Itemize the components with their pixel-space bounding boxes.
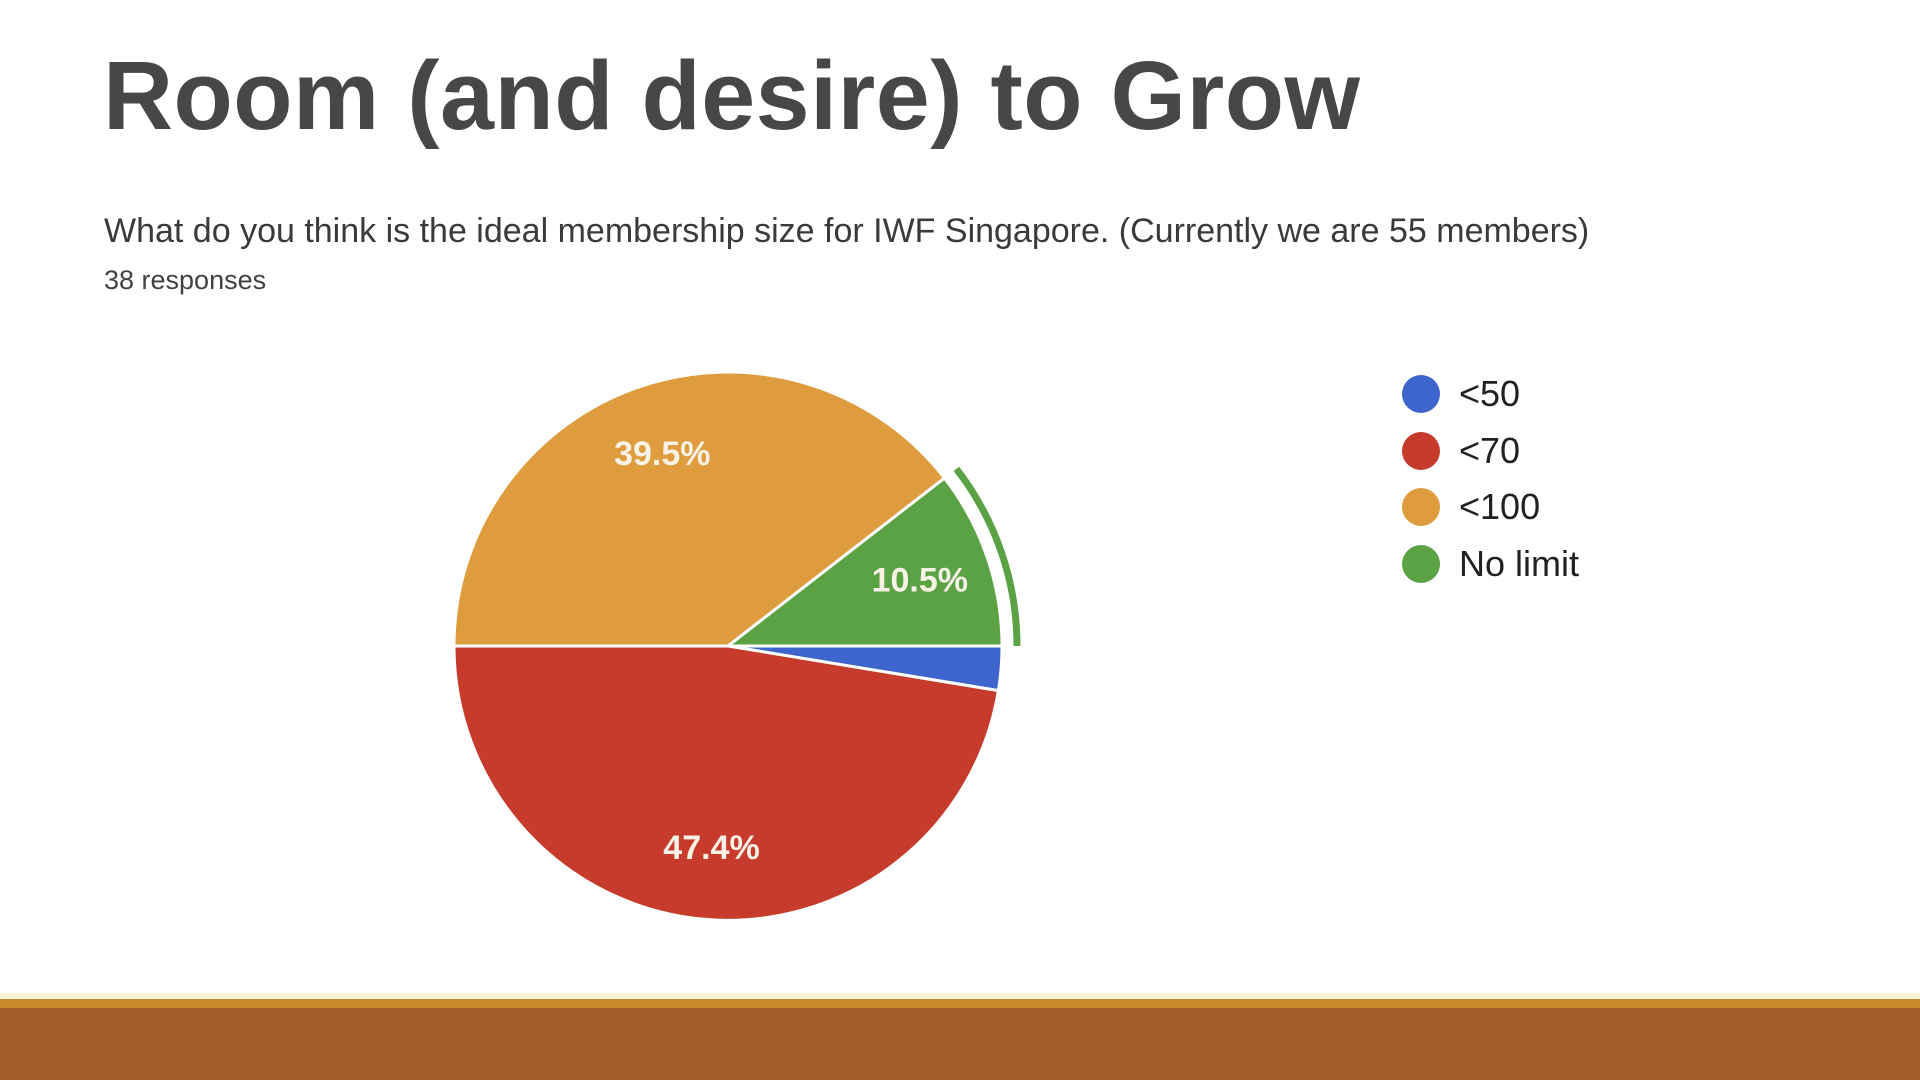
legend-item-lt70: <70 xyxy=(1402,423,1579,480)
pie-slice--70 xyxy=(452,644,1000,922)
legend-item-lt100: <100 xyxy=(1402,479,1579,536)
legend-label: <70 xyxy=(1459,429,1521,471)
legend-dot-icon xyxy=(1402,488,1440,527)
pie-chart: 39.5% 10.5% 47.4% xyxy=(452,370,1021,922)
pie-slice-no-limit xyxy=(726,476,1004,648)
legend-dot-icon xyxy=(1402,431,1440,470)
legend-dot-icon xyxy=(1402,544,1440,583)
responses-count: 38 responses xyxy=(104,265,267,295)
highlight-arc xyxy=(953,466,1021,647)
legend-item-no-limit: No limit xyxy=(1402,536,1579,593)
slide-title: Room (and desire) to Grow xyxy=(103,41,1361,150)
footer-accent-band xyxy=(0,1008,1920,1080)
footer-stripe-cream xyxy=(0,993,1920,999)
pie-percent-label: 10.5% xyxy=(872,561,968,599)
pie-percent-label: 39.5% xyxy=(614,435,710,473)
pie-slice--100 xyxy=(452,370,946,648)
chart-question-title: What do you think is the ideal membershi… xyxy=(104,212,1590,250)
footer-stripe-gold xyxy=(0,999,1920,1008)
chart-legend: <50 <70 <100 No limit xyxy=(1402,366,1579,592)
legend-item-lt50: <50 xyxy=(1402,366,1579,423)
pie-percent-label: 47.4% xyxy=(663,829,759,867)
legend-label: No limit xyxy=(1459,542,1580,584)
legend-label: <100 xyxy=(1459,486,1541,528)
legend-label: <50 xyxy=(1459,373,1521,415)
legend-dot-icon xyxy=(1402,375,1440,414)
